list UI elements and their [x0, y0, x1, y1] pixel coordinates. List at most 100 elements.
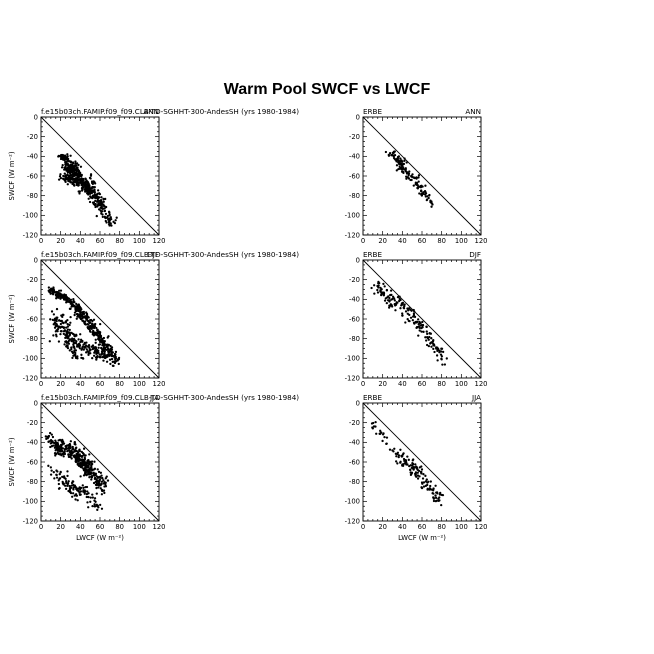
data-point [68, 300, 71, 303]
x-tick-label: 60 [96, 380, 105, 388]
data-point [388, 152, 392, 155]
data-point [436, 349, 439, 353]
data-point [75, 340, 78, 343]
data-point [73, 173, 76, 176]
data-point [69, 178, 72, 181]
data-point [424, 484, 428, 487]
panel-case-label: f.e15b03ch.FAMIP.f09_f09.CLB-TD-SGHHT-30… [41, 393, 299, 402]
data-point [96, 199, 100, 202]
y-tick-label: -120 [23, 517, 38, 525]
data-point [73, 168, 76, 171]
data-point [49, 292, 52, 295]
data-point [422, 191, 425, 194]
data-point [79, 333, 82, 336]
data-point [379, 286, 382, 290]
data-point [54, 333, 58, 336]
data-point [115, 216, 118, 219]
data-point [87, 459, 90, 462]
data-point [101, 355, 104, 359]
data-point [399, 157, 402, 160]
data-point [96, 468, 99, 471]
data-point [397, 454, 401, 457]
data-point [68, 175, 71, 178]
data-point [55, 319, 58, 323]
data-point [45, 437, 48, 441]
data-point [63, 159, 66, 162]
data-point [63, 329, 67, 332]
data-point [401, 160, 404, 163]
data-point [79, 475, 82, 478]
data-point [97, 197, 100, 200]
data-point [75, 452, 78, 456]
x-tick-label: 60 [96, 237, 105, 245]
data-point [86, 188, 89, 192]
data-point [87, 492, 90, 495]
data-point [63, 172, 66, 175]
data-point [95, 492, 98, 495]
panels: 0 20 40 60 80 100 120 0 -20 -40 -60 -80 -100 -120 f.e1… [8, 107, 487, 542]
data-point [99, 200, 103, 203]
data-point [417, 318, 420, 321]
data-point [416, 186, 419, 190]
data-point [75, 305, 78, 308]
data-point [65, 332, 68, 335]
data-point [96, 504, 99, 507]
panel-case-label: f.e15b03ch.FAMIP.f09_f09.CLB-TD-SGHHT-30… [41, 107, 299, 116]
data-point [68, 328, 71, 332]
data-point [81, 484, 84, 487]
data-point [387, 154, 391, 157]
data-point [59, 322, 62, 326]
data-point [47, 440, 50, 443]
data-point [77, 169, 81, 173]
data-point [382, 282, 385, 286]
data-point [397, 456, 400, 459]
data-point [72, 341, 75, 344]
data-point [411, 467, 415, 470]
data-point [94, 199, 97, 202]
data-point [102, 479, 105, 482]
data-point [68, 169, 71, 172]
data-point [421, 324, 424, 327]
panel-obs-jja: 0 20 40 60 80 100 120 0 -20 -40 -60 -80 -100 -120 ERBE… [345, 393, 488, 542]
data-point [59, 173, 62, 176]
data-point [94, 333, 97, 336]
panel-season-label: JJA [471, 393, 481, 402]
data-point [80, 455, 84, 459]
data-point [66, 325, 70, 328]
data-point [96, 189, 100, 192]
data-point [81, 181, 84, 185]
data-point [412, 458, 415, 461]
data-point [63, 178, 67, 182]
data-point [95, 479, 99, 483]
y-axis-label: SWCF (W m⁻²) [8, 294, 16, 343]
data-point [62, 321, 65, 325]
data-point [399, 307, 402, 310]
data-point [379, 429, 382, 432]
data-point [99, 484, 102, 487]
data-point [83, 492, 86, 495]
x-tick-label: 100 [133, 523, 146, 531]
y-tick-label: -20 [349, 419, 360, 427]
one-to-one-line [40, 402, 160, 522]
y-tick-label: 0 [34, 113, 38, 121]
data-point [76, 499, 79, 502]
data-point [385, 442, 388, 445]
data-point [420, 326, 423, 330]
data-point [441, 363, 444, 366]
y-tick-label: -40 [349, 296, 360, 304]
x-tick-label: 40 [398, 237, 407, 245]
panel-model-jja: 0 20 40 60 80 100 120 0 -20 -40 -60 -80 -100 -120 f.e1… [8, 393, 299, 542]
data-point [51, 288, 54, 291]
data-point [90, 463, 93, 467]
data-point [53, 321, 57, 324]
data-point [374, 425, 377, 428]
data-point [109, 344, 112, 348]
data-point [98, 475, 101, 478]
data-point [422, 473, 425, 476]
data-point [69, 453, 72, 456]
data-point [81, 186, 85, 189]
data-point [59, 453, 62, 456]
data-point [94, 338, 97, 341]
data-point [66, 470, 69, 473]
data-point [100, 480, 104, 483]
